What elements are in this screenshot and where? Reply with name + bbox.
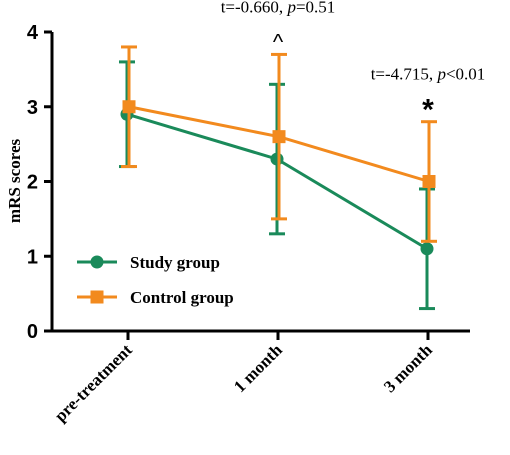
annotation-p-symbol: p bbox=[436, 65, 446, 84]
y-tick-label: 0 bbox=[27, 321, 38, 343]
y-axis-label: mRS scores bbox=[5, 139, 24, 224]
x-tick-label: pre-treatment bbox=[51, 340, 136, 425]
legend-marker bbox=[90, 255, 104, 269]
y-tick-label: 1 bbox=[27, 246, 38, 268]
y-tick-label: 4 bbox=[27, 22, 39, 44]
data-point bbox=[270, 152, 284, 166]
y-tick-label: 3 bbox=[27, 97, 38, 119]
legend: Study group Control group bbox=[77, 253, 234, 307]
annotation-p-symbol: p bbox=[286, 0, 296, 16]
legend-marker bbox=[90, 290, 104, 304]
annotation: t=-0.660, p=0.51 ^ bbox=[221, 0, 336, 54]
x-ticks: pre-treatment 1 month 3 month bbox=[51, 331, 436, 425]
annotation-p-value: =0.51 bbox=[296, 0, 335, 16]
data-point bbox=[122, 100, 136, 114]
data-point bbox=[272, 130, 286, 144]
series-control-group bbox=[121, 45, 437, 243]
significance-mark: * bbox=[422, 94, 434, 127]
annotations: t=-0.660, p=0.51^t=-4.715, p<0.01* bbox=[221, 0, 486, 127]
annotation: t=-4.715, p<0.01 * bbox=[371, 65, 486, 127]
legend-label: Study group bbox=[130, 253, 220, 272]
annotation-stat: t=-0.660, bbox=[221, 0, 288, 16]
series-layer bbox=[119, 45, 437, 311]
annotation-text: t=-0.660, p=0.51 bbox=[221, 0, 336, 16]
annotation-text: t=-4.715, p<0.01 bbox=[371, 65, 486, 84]
x-tick-label: 1 month bbox=[230, 340, 286, 396]
data-point bbox=[420, 242, 434, 256]
y-ticks: 0 1 2 3 4 bbox=[27, 22, 52, 343]
significance-mark: ^ bbox=[273, 29, 284, 54]
data-point bbox=[422, 175, 436, 188]
annotation-stat: t=-4.715, bbox=[371, 65, 438, 84]
legend-item: Control group bbox=[77, 288, 234, 307]
y-tick-label: 2 bbox=[27, 172, 38, 194]
legend-item: Study group bbox=[77, 253, 220, 272]
annotation-p-value: <0.01 bbox=[446, 65, 485, 84]
x-tick-label: 3 month bbox=[380, 340, 436, 396]
legend-label: Control group bbox=[130, 288, 234, 307]
